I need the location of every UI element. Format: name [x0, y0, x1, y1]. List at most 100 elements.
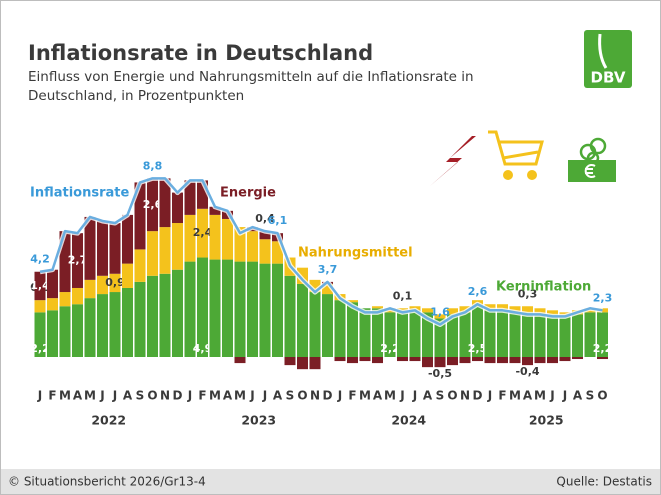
- x-tick-label: J: [37, 389, 42, 403]
- bar-segment: [309, 292, 321, 357]
- bar-segment: [359, 308, 371, 357]
- footer-bar: [1, 469, 660, 494]
- bar-segment: [247, 261, 258, 357]
- bar-segment: [472, 357, 483, 362]
- x-tick-label: F: [498, 389, 506, 403]
- x-tick-label: D: [323, 389, 333, 403]
- money-icon: [568, 137, 616, 182]
- x-tick-label: S: [136, 389, 145, 403]
- bar-segment: [47, 310, 58, 357]
- bar-segment: [172, 192, 183, 224]
- bar-segment: [459, 306, 471, 313]
- bar-segment: [159, 227, 171, 274]
- x-tick-label: J: [487, 389, 492, 403]
- bar-segment: [309, 279, 321, 293]
- chart-title: Inflationsrate in Deutschland: [28, 41, 373, 65]
- bar-segment: [309, 357, 321, 370]
- bar-segment: [434, 318, 446, 357]
- bar-segment: [109, 223, 121, 274]
- x-tick-label: A: [273, 389, 283, 403]
- x-tick-label: N: [460, 389, 470, 403]
- bar-segment: [347, 357, 358, 364]
- bar-segment: [247, 231, 258, 262]
- bar-segment: [572, 314, 583, 357]
- year-label: 2022: [91, 413, 126, 428]
- bar-segment: [197, 180, 208, 209]
- legend-label: Energie: [220, 186, 276, 201]
- x-tick-label: D: [173, 389, 183, 403]
- x-tick-label: M: [84, 389, 96, 403]
- bar-segment: [547, 310, 558, 315]
- bar-segment: [484, 304, 496, 311]
- bar-segment: [72, 233, 83, 288]
- x-tick-label: O: [297, 389, 307, 403]
- x-tick-label: M: [59, 389, 71, 403]
- bar-segment: [497, 357, 508, 364]
- bar-segment: [59, 231, 71, 293]
- x-tick-label: J: [99, 389, 104, 403]
- x-tick-label: O: [447, 389, 457, 403]
- bar-segment: [172, 223, 183, 270]
- bar-segment: [334, 357, 346, 362]
- value-label: 8,8: [143, 159, 163, 172]
- x-tick-label: A: [423, 389, 433, 403]
- bar-segment: [122, 214, 133, 264]
- bar-segment: [134, 249, 146, 282]
- bar-segment: [434, 357, 446, 368]
- bar-segment: [384, 310, 396, 313]
- bar-segment: [597, 357, 608, 360]
- bar-segment: [284, 275, 296, 357]
- bar-segment: [297, 357, 308, 370]
- bar-segment: [534, 308, 546, 315]
- bar-segment: [447, 357, 458, 366]
- value-label: 0,4: [255, 212, 275, 225]
- x-tick-label: M: [209, 389, 221, 403]
- x-tick-label: J: [187, 389, 192, 403]
- bar-segment: [234, 357, 246, 364]
- value-label: 2,6: [468, 285, 488, 298]
- bar-segment: [372, 308, 383, 357]
- value-label: 2,5: [468, 342, 488, 355]
- bar-segment: [397, 357, 408, 362]
- bar-segment: [184, 261, 196, 357]
- bar-segment: [272, 241, 283, 264]
- bar-segment: [597, 312, 608, 357]
- bar-segment: [497, 310, 508, 357]
- year-label: 2024: [391, 413, 426, 428]
- bar-segment: [297, 267, 308, 284]
- bar-segment: [559, 316, 571, 357]
- source: Quelle: Destatis: [556, 475, 652, 489]
- bar-segment: [509, 306, 521, 313]
- x-tick-label: M: [234, 389, 246, 403]
- bar-segment: [422, 312, 433, 357]
- bar-segment: [97, 220, 108, 276]
- bar-segment: [572, 357, 583, 360]
- bar-segment: [122, 263, 133, 288]
- x-tick-label: M: [384, 389, 396, 403]
- bar-segment: [234, 227, 246, 262]
- bar-segment: [484, 357, 496, 364]
- bar-segment: [372, 306, 383, 309]
- value-label: 2,3: [593, 291, 613, 304]
- x-tick-label: J: [112, 389, 117, 403]
- value-label: 2,2: [593, 342, 613, 355]
- bar-segment: [197, 257, 208, 357]
- bar-segment: [172, 269, 183, 357]
- bar-segment: [97, 275, 108, 295]
- value-label: 3,7: [318, 263, 338, 276]
- bar-segment: [522, 306, 533, 313]
- x-tick-label: A: [223, 389, 233, 403]
- footer-left: © Situationsbericht 2026/Gr13-4: [8, 475, 206, 489]
- bar-segment: [297, 283, 308, 357]
- value-label: 1,6: [430, 306, 450, 319]
- bar-segment: [484, 310, 496, 357]
- bar-segment: [84, 216, 96, 280]
- bar-segment: [334, 300, 346, 357]
- x-tick-label: A: [573, 389, 583, 403]
- bar-segment: [347, 302, 358, 357]
- bar-segment: [72, 304, 83, 357]
- bar-segment: [384, 312, 396, 357]
- x-tick-label: N: [310, 389, 320, 403]
- bar-segment: [322, 283, 333, 295]
- x-tick-label: S: [436, 389, 445, 403]
